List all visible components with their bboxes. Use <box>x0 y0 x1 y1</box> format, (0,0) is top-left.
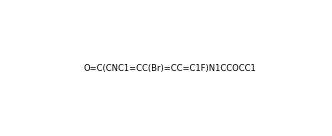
Text: O=C(CNC1=CC(Br)=CC=C1F)N1CCOCC1: O=C(CNC1=CC(Br)=CC=C1F)N1CCOCC1 <box>84 64 257 73</box>
